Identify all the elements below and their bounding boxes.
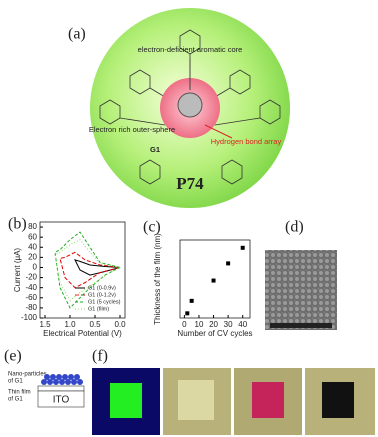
y-tick-label: 0 (33, 263, 38, 272)
x-tick-label: 1.5 (39, 320, 51, 329)
y-tick-label: 40 (28, 242, 37, 251)
panel-label: (a) (68, 26, 86, 43)
cv-curve (74, 259, 121, 276)
x-tick-label: 1.0 (64, 320, 76, 329)
point (189, 298, 194, 303)
annotation: of G1 (8, 397, 23, 403)
x-tick-label: 0.5 (89, 320, 101, 329)
annotation: G1 (150, 145, 160, 154)
x-tick-label: 0.0 (114, 320, 126, 329)
ito-substrate (37, 390, 85, 408)
legend-label: G1 (0-0.9v) (88, 285, 116, 291)
point (226, 261, 231, 266)
panel-label: (e) (4, 348, 22, 365)
y-axis-label: Current (μA) (13, 248, 22, 293)
annotation: electron-deficient aromatic core (138, 45, 243, 54)
annotation: Thin film (8, 390, 31, 396)
cv-curve (59, 251, 121, 289)
photo-film (110, 383, 142, 418)
aromatic-core (177, 92, 203, 118)
compound-name: P74 (176, 174, 204, 193)
scale-bar (270, 323, 332, 328)
point (185, 311, 190, 316)
panel-label: (f) (92, 348, 108, 365)
y-axis-label: Thickness of the film (nm) (153, 233, 162, 325)
y-tick-label: -40 (25, 283, 37, 292)
photo-film (322, 382, 354, 418)
legend-label: G1 (film) (88, 306, 109, 312)
point (240, 245, 245, 250)
panel-label: (c) (143, 219, 161, 236)
legend-label: G1 (5 cycles) (88, 299, 121, 305)
annotation: of G1 (8, 379, 23, 385)
x-tick-label: 20 (209, 320, 218, 329)
arrow (204, 124, 233, 139)
annotation: Electron rich outer-sphere (89, 125, 175, 134)
point (211, 278, 216, 283)
plot-frame (179, 239, 251, 319)
y-tick-label: -100 (21, 313, 38, 322)
plot-frame (39, 221, 126, 319)
annotation: ITO (53, 395, 70, 406)
x-axis-label: Number of CV cycles (177, 329, 252, 338)
y-tick-label: 80 (28, 222, 37, 231)
x-axis-label: Electrical Potential (V) (43, 329, 122, 338)
y-tick-label: -60 (25, 293, 37, 302)
thin-film (37, 385, 85, 392)
x-tick-label: 30 (224, 320, 233, 329)
x-tick-label: 10 (195, 320, 204, 329)
panel-label: (b) (8, 216, 27, 233)
y-tick-label: -80 (25, 303, 37, 312)
panel-label: (d) (285, 219, 304, 236)
nanoparticles (41, 374, 83, 385)
y-tick-label: 20 (28, 252, 37, 261)
photo-film (178, 380, 214, 420)
annotation: Nano-particles (8, 372, 47, 378)
legend-label: G1 (0-1.2v) (88, 292, 116, 298)
sem-image (265, 250, 337, 330)
y-tick-label: -20 (25, 273, 37, 282)
annotation: Hydrogen bond array (211, 137, 282, 146)
x-tick-label: 40 (238, 320, 247, 329)
photo-film (252, 382, 284, 418)
x-tick-label: 0 (182, 320, 187, 329)
cv-curve (54, 231, 121, 309)
y-tick-label: 60 (28, 232, 37, 241)
